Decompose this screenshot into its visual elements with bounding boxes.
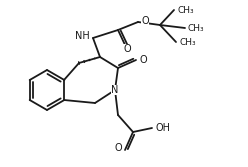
Text: O: O bbox=[114, 143, 122, 153]
Text: O: O bbox=[140, 55, 148, 65]
Text: O: O bbox=[141, 16, 149, 26]
Text: OH: OH bbox=[156, 123, 171, 133]
Text: NH: NH bbox=[75, 31, 90, 41]
Text: CH₃: CH₃ bbox=[188, 24, 205, 33]
Text: O: O bbox=[123, 44, 131, 54]
Text: N: N bbox=[111, 85, 119, 95]
Text: CH₃: CH₃ bbox=[179, 38, 196, 46]
Text: CH₃: CH₃ bbox=[177, 6, 194, 15]
